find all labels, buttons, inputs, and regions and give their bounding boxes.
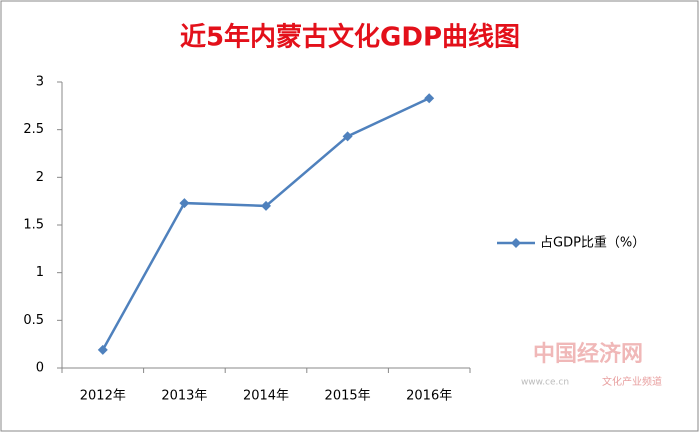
marker xyxy=(261,200,271,211)
y-tick-label: 3 xyxy=(36,75,44,90)
marker xyxy=(424,93,435,104)
legend-label: 占GDP比重（%） xyxy=(540,235,645,251)
y-tick-label: 0 xyxy=(36,361,44,376)
watermark-logo: 中国经济网 xyxy=(533,341,643,367)
y-tick-label: 2.5 xyxy=(23,122,44,137)
x-tick-label: 2013年 xyxy=(161,389,207,404)
x-tick-label: 2014年 xyxy=(243,389,289,404)
x-tick-label: 2012年 xyxy=(80,389,126,404)
x-tick-label: 2016年 xyxy=(406,389,452,404)
marker xyxy=(342,131,353,142)
y-tick-label: 0.5 xyxy=(23,313,44,328)
y-tick-label: 1 xyxy=(36,265,44,280)
chart-title: 近5年内蒙古文化GDP曲线图 xyxy=(180,22,520,53)
marker xyxy=(179,198,190,209)
marker xyxy=(97,344,108,355)
watermark-channel: 文化产业频道 xyxy=(602,375,662,388)
legend-marker xyxy=(511,238,521,248)
y-tick-label: 1.5 xyxy=(23,218,44,233)
y-tick-label: 2 xyxy=(36,170,44,185)
watermark-url: www.ce.cn xyxy=(521,378,569,388)
x-tick-label: 2015年 xyxy=(325,389,371,404)
